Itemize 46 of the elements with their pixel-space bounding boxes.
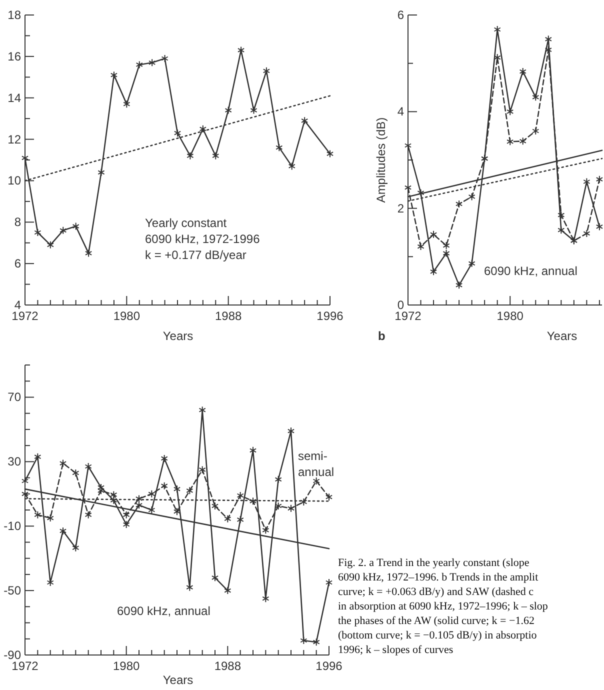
text: 1996; k – slopes of curves [338, 644, 454, 656]
x-axis-title: Years [162, 673, 194, 687]
x-tick-label: 1988 [214, 309, 242, 323]
y-tick-label: -50 [4, 584, 22, 598]
y-tick-label: 2 [397, 201, 404, 216]
x-tick-label: 1980 [496, 309, 524, 323]
text: b [378, 329, 386, 343]
y-tick-label: 0 [397, 298, 404, 312]
text: the phases of the AW (solid curve; k = −1.62 [338, 615, 534, 627]
y-tick-label: 14 [8, 90, 22, 105]
x-tick-label: 1972 [12, 659, 39, 673]
y-tick-label: -90 [4, 648, 22, 662]
y-tick-label: 16 [8, 49, 22, 64]
annotation: k = +0.177 dB/year [145, 248, 246, 262]
annotation: 6090 kHz, annual [484, 264, 578, 278]
y-tick-label: 4 [14, 298, 22, 312]
y-tick-label: -10 [4, 519, 22, 534]
y-tick-label: 8 [14, 215, 22, 230]
y-tick-label: 12 [8, 132, 22, 146]
y-tick-label: 70 [8, 390, 22, 404]
y-tick-label: 10 [8, 174, 22, 188]
text: curve; k = +0.063 dB/y) and SAW (dashed c [338, 586, 534, 598]
y-tick-label: 30 [8, 454, 22, 469]
x-tick-label: 1996 [316, 309, 344, 323]
x-axis-title: Years [162, 329, 194, 343]
x-axis-title: Years [546, 329, 578, 343]
y-tick-label: 4 [397, 104, 404, 119]
annotation: semi- [298, 449, 328, 463]
annotation: annual [298, 465, 334, 479]
y-tick-label: 6 [397, 8, 404, 22]
x-tick-label: 1972 [394, 309, 422, 323]
x-tick-label: 1980 [113, 309, 140, 323]
annotation: 6090 kHz, annual [117, 604, 210, 618]
text: in absorption at 6090 kHz, 1972–1996; k – slop [338, 600, 548, 612]
text: 6090 kHz, 1972–1996. b Trends in the amplit [338, 572, 538, 584]
x-tick-label: 1988 [214, 659, 242, 673]
annotation: 6090 kHz, 1972-1996 [145, 232, 260, 246]
annotation: Yearly constant [145, 216, 228, 230]
caption: Fig. 2. a Trend in the yearly constant (slope [338, 557, 530, 569]
x-tick-label: 1972 [12, 309, 39, 323]
x-tick-label: 1980 [112, 659, 140, 673]
x-tick-label: 1996 [316, 659, 343, 673]
y-tick-label: 18 [8, 8, 22, 22]
y-tick-label: 6 [14, 256, 22, 271]
text: (bottom curve; k = −0.105 dB/y) in absorptio [338, 630, 538, 642]
y-axis-title: Amplitudes (dB) [374, 117, 388, 203]
